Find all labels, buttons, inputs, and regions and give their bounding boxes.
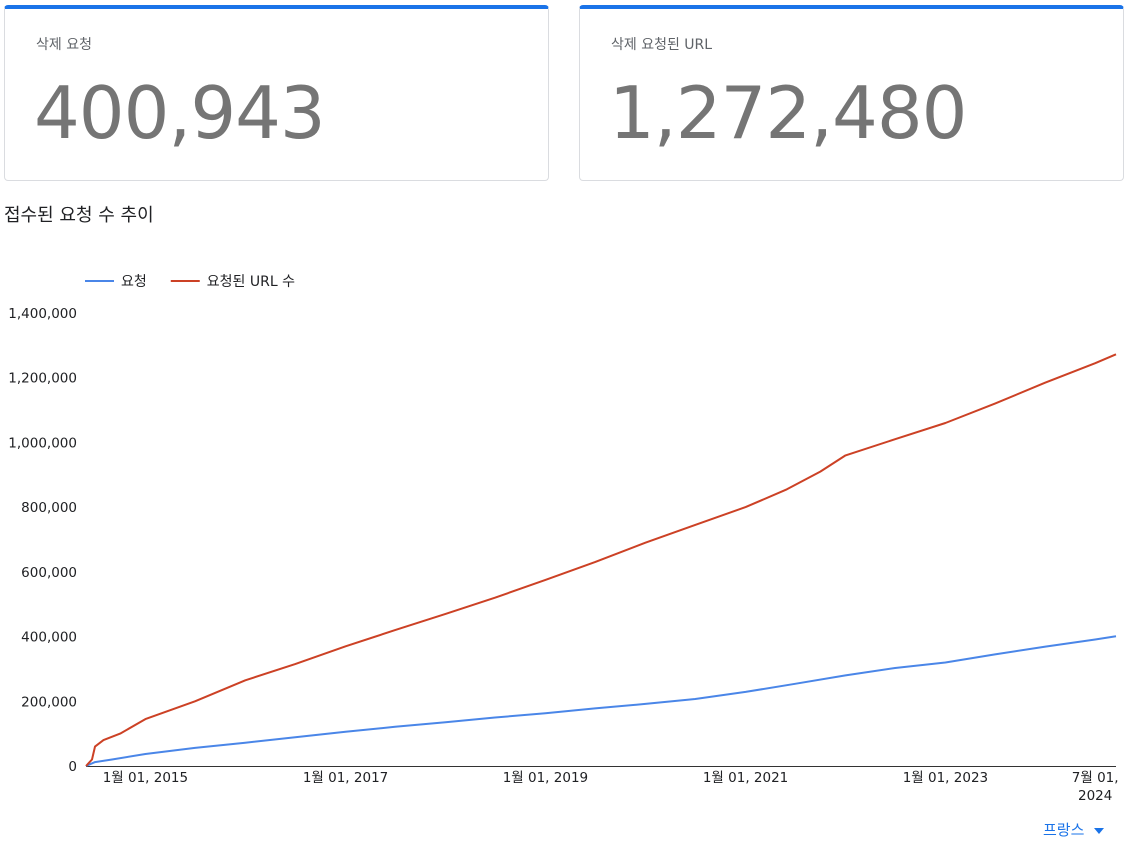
x-tick-label: 1월 01, 2015 — [103, 770, 188, 786]
legend-label-1: 요청 — [121, 274, 147, 290]
x-tick-label: 7월 01, — [1072, 770, 1119, 786]
y-tick-label: 1,000,000 — [8, 435, 77, 451]
x-tick-label: 1월 01, 2019 — [503, 770, 588, 786]
y-tick-label: 1,400,000 — [8, 306, 77, 322]
series-line-1 — [85, 635, 1117, 767]
requests-card: 삭제 요청 400,943 — [4, 5, 549, 181]
x-tick-label-line2: 2024 — [1078, 788, 1112, 804]
urls-card-label: 삭제 요청된 URL — [611, 37, 713, 53]
y-tick-label: 200,000 — [21, 694, 77, 710]
urls-card: 삭제 요청된 URL 1,272,480 — [579, 5, 1124, 181]
requests-card-label: 삭제 요청 — [36, 37, 92, 53]
y-tick-label: 600,000 — [21, 565, 77, 581]
x-tick-label: 1월 01, 2023 — [903, 770, 988, 786]
country-selector-label: 프랑스 — [1043, 821, 1085, 839]
requests-trend-chart: 요청 요청된 URL 수 0 200,000 400,000 600,000 800,000… — [8, 274, 1119, 804]
y-tick-label: 400,000 — [21, 630, 77, 646]
y-tick-label: 800,000 — [21, 500, 77, 516]
chevron-down-icon — [1094, 827, 1105, 834]
legend-label-2: 요청된 URL 수 — [207, 274, 295, 290]
series-line-2 — [85, 353, 1117, 767]
y-tick-label: 0 — [68, 759, 77, 775]
urls-card-value: 1,272,480 — [609, 71, 967, 155]
country-selector[interactable]: 프랑스 — [1043, 819, 1105, 840]
x-tick-label: 1월 01, 2021 — [703, 770, 788, 786]
section-title: 접수된 요청 수 추이 — [4, 205, 154, 226]
x-tick-label: 1월 01, 2017 — [303, 770, 388, 786]
y-tick-label: 1,200,000 — [8, 371, 77, 387]
requests-card-value: 400,943 — [34, 71, 326, 155]
